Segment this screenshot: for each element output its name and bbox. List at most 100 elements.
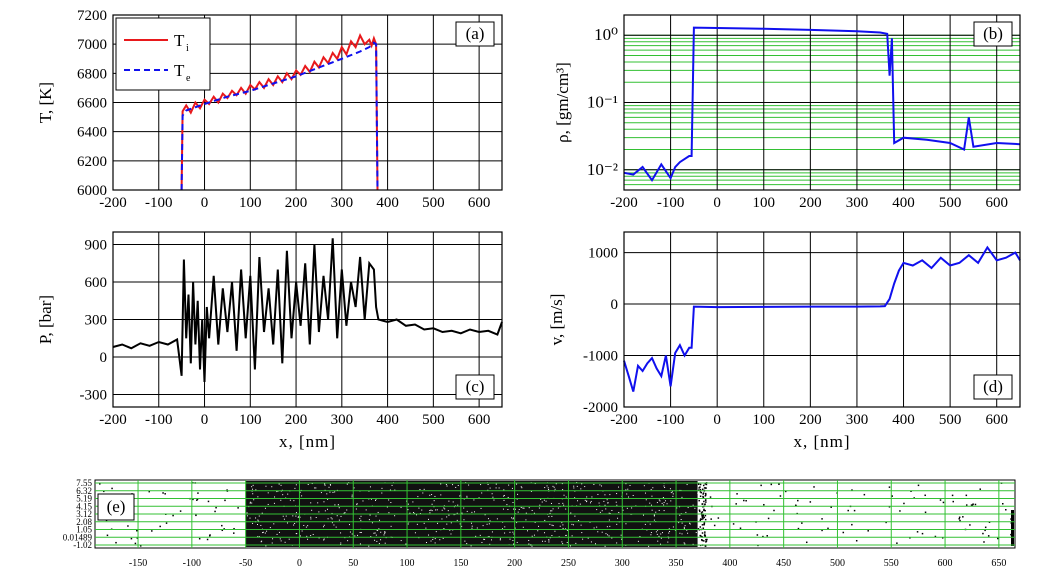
x-tick-label: -100 [657,195,685,211]
edge-particles [1011,510,1014,546]
x-tick-label: 500 [830,558,845,569]
particle-gap [346,483,348,485]
particle-gap [625,523,627,525]
particle-dot [698,487,700,489]
particle-gap [369,514,371,516]
particle-gap [683,527,685,529]
particle-dot [179,510,182,512]
particle-gap [590,500,592,502]
particle-gap [531,535,533,537]
particle-gap [422,492,424,494]
particle-gap [618,511,620,513]
x-tick-label: 300 [846,412,869,428]
x-tick-label: 100 [753,195,776,211]
particle-gap [282,515,284,517]
particle-gap [417,496,419,498]
particle-gap [456,512,458,514]
particle-gap [455,486,457,488]
particle-gap [470,522,472,524]
particle-gap [260,524,262,526]
x-tick-label: 400 [892,412,915,428]
particle-dot [851,489,853,491]
particle-gap [631,507,633,509]
particle-gap [689,522,691,524]
particle-gap [419,488,421,490]
particle-gap [541,540,543,542]
particle-gap [331,518,333,520]
particle-gap [618,486,620,488]
particle-gap [429,494,431,496]
particle-gap [604,504,606,506]
particle-gap [323,524,325,526]
particle-gap [456,519,458,521]
particle-gap [389,489,391,491]
particle-gap [597,531,599,533]
particle-dot [974,503,977,506]
particle-gap [312,533,314,535]
particle-dot [703,522,706,525]
series-line-Ti [180,32,379,191]
particle-gap [452,501,454,503]
particle-gap [264,532,266,534]
particle-gap [578,520,580,522]
particle-gap [565,534,567,536]
particle-dot [701,539,704,542]
particle-gap [379,519,381,521]
particle-dot [703,523,705,526]
particle-gap [507,496,509,498]
particle-gap [461,512,463,514]
particle-gap [475,535,477,537]
particle-gap [686,484,688,486]
particle-gap [279,538,281,540]
y-tick-label: 6600 [77,96,107,112]
particle-dot [1010,533,1012,536]
particle-gap [267,503,269,505]
particle-gap [327,498,329,500]
particle-gap [323,526,325,528]
particle-gap [355,508,357,510]
particle-gap [482,525,484,527]
particle-dot [237,507,239,509]
particle-gap [409,512,411,514]
particle-gap [565,528,567,530]
particle-gap [503,489,505,491]
particle-gap [569,545,571,547]
particle-gap [626,507,628,509]
particle-gap [626,493,628,495]
x-tick-label: 500 [422,412,445,428]
particle-dot [917,484,920,487]
particle-gap [681,533,683,535]
particle-gap [593,483,595,485]
particle-gap [607,534,609,536]
particle-gap [554,530,556,532]
particle-dot [221,529,224,532]
particle-gap [525,512,527,514]
particle-dot [965,504,968,506]
particle-gap [466,495,468,497]
particle-gap [562,543,564,545]
particle-gap [499,538,501,540]
particle-gap [544,540,546,542]
particle-gap [371,522,373,524]
particle-dot [136,537,139,539]
y-axis-label: ρ, [gm/cm³] [553,62,572,143]
particle-gap [280,540,282,542]
particle-dot [704,545,707,547]
particle-gap [554,488,556,490]
particle-gap [661,502,663,504]
particle-gap [252,484,254,486]
particle-dot [760,484,762,487]
particle-dot [148,490,150,493]
panel-label: (b) [983,24,1003,43]
particle-dot [99,483,101,485]
particle-dot [233,532,235,534]
particle-gap [604,494,606,496]
particle-gap [674,529,676,531]
particle-gap [368,545,370,547]
particle-dot [1005,508,1007,511]
particle-dot [702,515,704,518]
x-tick-label: 300 [846,195,869,211]
particle-gap [400,506,402,508]
particle-gap [487,484,489,486]
particle-gap [650,534,652,536]
